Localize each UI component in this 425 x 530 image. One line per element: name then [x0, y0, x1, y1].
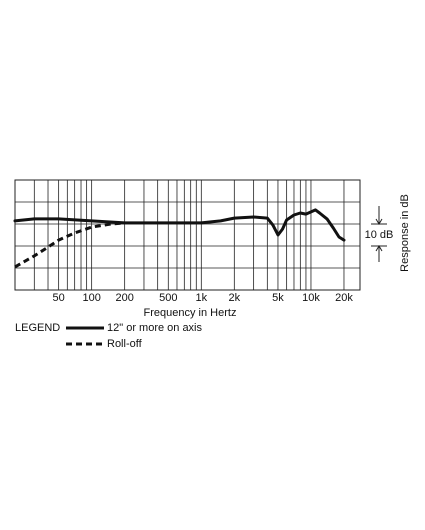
series-line [14, 221, 125, 269]
scale-label: 10 dB [365, 229, 394, 241]
x-tick-label: 500 [159, 292, 177, 304]
x-tick-label: 1k [195, 292, 207, 304]
scale-arrowhead [375, 218, 383, 225]
x-tick-label: 200 [115, 292, 133, 304]
series-line [13, 208, 346, 242]
x-tick-label: 10k [302, 292, 320, 304]
x-tick-label: 50 [53, 292, 65, 304]
legend-label: 12" or more on axis [107, 322, 203, 334]
x-axis-title: Frequency in Hertz [144, 307, 237, 319]
y-axis-title: Response in dB [399, 194, 411, 272]
x-tick-label: 20k [335, 292, 353, 304]
x-tick-label: 2k [229, 292, 241, 304]
scale-arrowhead [375, 245, 383, 252]
legend-label: Roll-off [107, 338, 143, 350]
x-tick-label: 5k [272, 292, 284, 304]
legend-title: LEGEND [15, 322, 60, 334]
x-tick-label: 100 [82, 292, 100, 304]
